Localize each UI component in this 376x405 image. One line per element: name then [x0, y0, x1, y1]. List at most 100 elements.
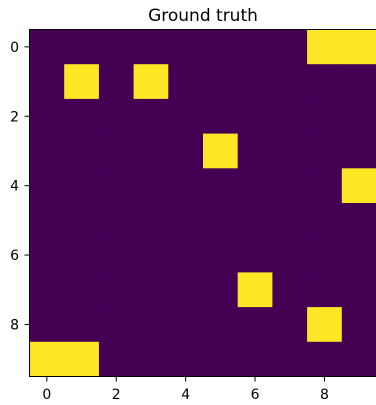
x-axis: 0 2 4 6 8: [42, 376, 329, 403]
heatmap-cell: [272, 307, 308, 343]
heatmap-cell: [64, 29, 100, 65]
heatmap-cell: [168, 272, 204, 308]
heatmap-cell: [29, 341, 65, 377]
heatmap-cell: [64, 272, 100, 308]
heatmap-cell: [133, 98, 169, 134]
heatmap-cell: [237, 307, 273, 343]
heatmap-cell: [64, 98, 100, 134]
heatmap-cell: [237, 203, 273, 239]
heatmap-cell: [203, 341, 239, 377]
y-axis: 0 2 4 6 8: [10, 40, 30, 333]
heatmap-cell: [168, 133, 204, 169]
heatmap-cell: [98, 98, 134, 134]
x-tick-label: 4: [181, 387, 190, 403]
heatmap-cell: [168, 64, 204, 100]
heatmap-cell: [341, 341, 376, 377]
heatmap-cell: [29, 29, 65, 65]
heatmap-cell: [237, 98, 273, 134]
heatmap-cell: [133, 64, 169, 100]
heatmap-cell: [237, 133, 273, 169]
heatmap-cell: [272, 98, 308, 134]
heatmap-cell: [64, 133, 100, 169]
heatmap-cell: [272, 203, 308, 239]
heatmap-cell: [307, 98, 343, 134]
heatmap-cell: [307, 64, 343, 100]
heatmap-cell: [237, 64, 273, 100]
y-tick-label: 2: [10, 109, 19, 125]
heatmap-cell: [272, 64, 308, 100]
heatmap-cell: [272, 133, 308, 169]
heatmap-cell: [272, 272, 308, 308]
x-tick-label: 6: [251, 387, 260, 403]
heatmap-cell: [29, 307, 65, 343]
heatmap-cell: [272, 29, 308, 65]
heatmap-cell: [98, 307, 134, 343]
heatmap-cell: [341, 133, 376, 169]
heatmap-cell: [64, 203, 100, 239]
heatmap-cell: [237, 272, 273, 308]
heatmap-cell: [307, 133, 343, 169]
heatmap-cell: [29, 272, 65, 308]
heatmap-cell: [133, 168, 169, 204]
heatmap-cell: [307, 29, 343, 65]
heatmap-cell: [64, 237, 100, 273]
heatmap-cell: [133, 307, 169, 343]
heatmap-cell: [237, 168, 273, 204]
heatmap-cell: [133, 237, 169, 273]
heatmap-cell: [133, 272, 169, 308]
heatmap-cell: [203, 133, 239, 169]
heatmap-cell: [307, 272, 343, 308]
heatmap-cell: [203, 29, 239, 65]
heatmap-cell: [203, 168, 239, 204]
heatmap-cell: [29, 168, 65, 204]
heatmap-cell: [64, 307, 100, 343]
heatmap-cell: [341, 29, 376, 65]
heatmap-cell: [203, 237, 239, 273]
heatmap-cells: [29, 29, 376, 377]
heatmap-cell: [29, 133, 65, 169]
heatmap-cell: [307, 307, 343, 343]
heatmap-cell: [203, 64, 239, 100]
heatmap-cell: [307, 341, 343, 377]
heatmap-cell: [341, 272, 376, 308]
heatmap-cell: [64, 168, 100, 204]
heatmap-cell: [98, 168, 134, 204]
heatmap-cell: [341, 307, 376, 343]
heatmap-cell: [168, 29, 204, 65]
y-tick-label: 6: [10, 248, 19, 264]
heatmap-cell: [29, 98, 65, 134]
heatmap-cell: [64, 341, 100, 377]
heatmap-cell: [168, 98, 204, 134]
heatmap-cell: [29, 203, 65, 239]
heatmap-cell: [168, 307, 204, 343]
heatmap-cell: [272, 341, 308, 377]
heatmap-cell: [203, 98, 239, 134]
heatmap-cell: [98, 341, 134, 377]
x-tick-label: 2: [112, 387, 121, 403]
heatmap-cell: [341, 237, 376, 273]
heatmap-cell: [307, 237, 343, 273]
heatmap-cell: [98, 133, 134, 169]
heatmap-cell: [168, 237, 204, 273]
heatmap-cell: [98, 29, 134, 65]
heatmap-cell: [29, 237, 65, 273]
heatmap-cell: [98, 272, 134, 308]
x-tick-label: 8: [320, 387, 329, 403]
heatmap-cell: [29, 64, 65, 100]
heatmap-cell: [133, 29, 169, 65]
x-tick-label: 0: [42, 387, 51, 403]
heatmap-cell: [237, 29, 273, 65]
heatmap-cell: [203, 307, 239, 343]
heatmap-cell: [98, 237, 134, 273]
heatmap-cell: [64, 64, 100, 100]
heatmap-cell: [168, 203, 204, 239]
heatmap-cell: [307, 203, 343, 239]
y-tick-label: 4: [10, 179, 19, 195]
heatmap-cell: [341, 168, 376, 204]
heatmap-cell: [341, 98, 376, 134]
heatmap-cell: [272, 168, 308, 204]
heatmap-cell: [203, 272, 239, 308]
plot-frame: [29, 29, 376, 377]
heatmap-cell: [307, 168, 343, 204]
